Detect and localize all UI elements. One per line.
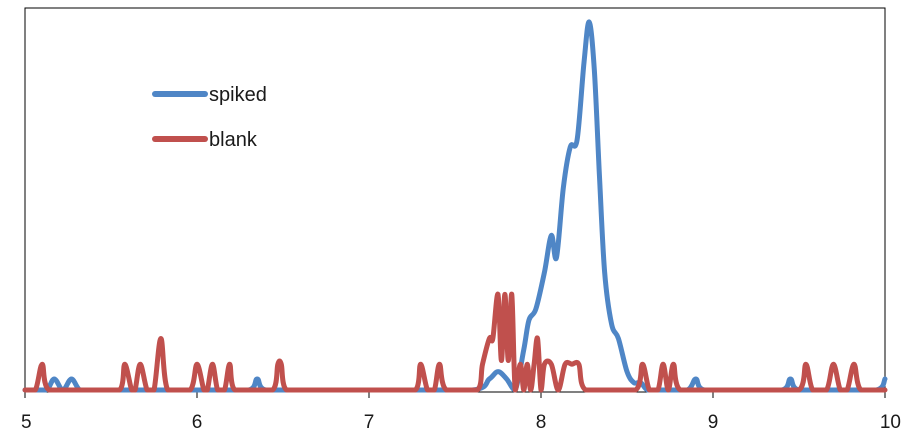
legend-label-blank: blank xyxy=(209,129,258,151)
legend-label-spiked: spiked xyxy=(209,84,267,106)
legend: spiked blank xyxy=(152,84,267,151)
x-tick-label: 9 xyxy=(708,412,719,433)
x-tick-label: 5 xyxy=(21,412,32,433)
series-layer xyxy=(22,19,888,393)
x-ticks: 5 6 7 8 9 10 xyxy=(21,392,901,433)
series-line-blank xyxy=(22,291,888,393)
x-tick-label: 10 xyxy=(880,412,901,433)
plot-border xyxy=(24,7,886,393)
x-tick-label: 8 xyxy=(536,412,547,433)
x-tick-label: 6 xyxy=(192,412,203,433)
x-tick-label: 7 xyxy=(364,412,375,433)
